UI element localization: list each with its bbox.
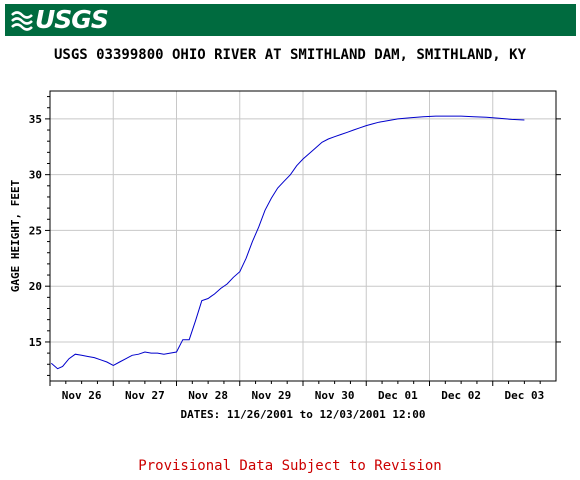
x-tick-label: Dec 01 [378,389,418,402]
x-tick-label: Dec 02 [441,389,481,402]
y-tick-label: 25 [29,224,42,237]
usgs-banner: USGS [5,4,576,36]
y-tick-label: 15 [29,336,42,349]
usgs-logo-text: USGS [35,5,109,34]
y-axis-label: GAGE HEIGHT, FEET [9,179,22,292]
x-tick-label: Nov 27 [125,389,165,402]
provisional-note: Provisional Data Subject to Revision [138,458,442,474]
series-layer [50,115,525,370]
gage-height-series-line [50,115,525,370]
tick-marks [45,96,561,386]
chart-title: USGS 03399800 OHIO RIVER AT SMITHLAND DA… [53,47,526,63]
y-tick-label: 35 [29,113,42,126]
x-tick-label: Nov 30 [315,389,355,402]
grid-lines [50,91,556,381]
x-tick-label: Dec 03 [505,389,545,402]
x-tick-label: Nov 29 [252,389,292,402]
y-tick-label: 20 [29,280,42,293]
usgs-logo[interactable]: USGS [11,5,109,34]
y-tick-label: 30 [29,169,42,182]
x-tick-label: Nov 28 [188,389,228,402]
tick-labels: Nov 26 Nov 27 Nov 28 Nov 29 Nov 30 Dec 01 Dec … [29,113,545,402]
usgs-wave-icon [11,11,33,31]
x-tick-label: Nov 26 [62,389,102,402]
x-axis-label: DATES: 11/26/2001 to 12/03/2001 12:00 [180,408,425,421]
